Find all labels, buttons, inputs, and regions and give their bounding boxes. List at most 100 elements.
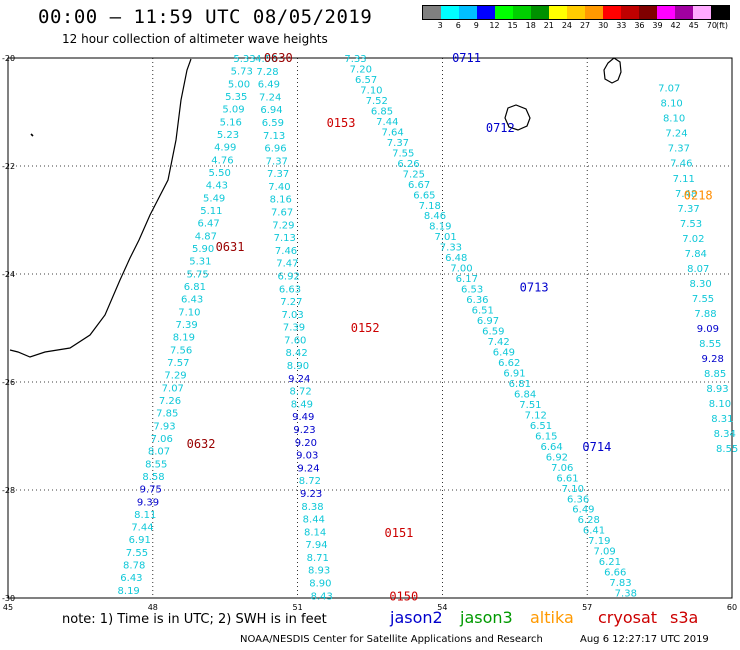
swh-value: 4.76 (211, 155, 233, 166)
swh-value: 6.96 (264, 144, 286, 155)
satellite-jason3: jason3 (460, 608, 513, 627)
scale-label: 21 (543, 21, 554, 30)
scale-label: 12 (489, 21, 500, 30)
scale-swatch (459, 6, 477, 19)
lat-tick-label: -30 (2, 594, 15, 603)
swh-value: 4.87 (195, 231, 217, 242)
altimeter-map: 5.33 5.735.00 5.35 5.095.16 5.23 4.994.76 5.50… (2, 51, 739, 610)
swh-value: 8.14 (304, 527, 326, 538)
scale-swatch (441, 6, 459, 19)
coastline-layer (9, 57, 622, 358)
swh-value: 9.09 (697, 324, 719, 335)
satellite-cryosat: cryosat (598, 608, 658, 627)
swh-value: 7.52 (366, 96, 388, 107)
swh-value: 7.46 (670, 159, 692, 170)
swh-value: 8.30 (689, 279, 711, 290)
swh-value: 8.19 (173, 333, 195, 344)
swh-value: 7.37 (387, 138, 409, 149)
scale-swatch (711, 6, 729, 19)
swh-value: 8.55 (699, 339, 721, 350)
scale-swatch (477, 6, 495, 19)
swh-value: 7.07 (658, 84, 680, 95)
swh-value: 6.81 (184, 282, 206, 293)
swh-value: 6.49 (572, 505, 594, 516)
pass-time-label: 0630 (264, 51, 293, 65)
swh-value: 7.88 (694, 309, 716, 320)
swh-value: 7.46 (275, 246, 297, 257)
pass-time-label: 0631 (216, 240, 245, 254)
scale-label: 70 (706, 21, 717, 30)
swh-value: 7.24 (259, 92, 281, 103)
scale-swatch (603, 6, 621, 19)
swh-value: 8.07 (148, 447, 170, 458)
lon-tick-label: 45 (3, 603, 13, 610)
swh-value: 6.36 (567, 494, 589, 505)
swh-value: 7.13 (274, 233, 296, 244)
swh-value: 5.35 (225, 92, 247, 103)
footer-note: note: 1) Time is in UTC; 2) SWH is in fe… (62, 612, 327, 627)
swh-value: 6.49 (493, 348, 515, 359)
swh-value: 7.55 (692, 294, 714, 305)
swh-value: 8.19 (429, 222, 451, 233)
swh-value: 7.19 (588, 536, 610, 547)
swh-value: 7.02 (682, 234, 704, 245)
track-layer: 5.33 5.735.00 5.35 5.095.16 5.23 4.994.76 5.50… (118, 54, 739, 602)
swh-value: 4.43 (206, 181, 228, 192)
swh-value: 8.71 (307, 553, 329, 564)
swh-value: 7.42 (487, 337, 509, 348)
swh-value: 7.26 (159, 396, 181, 407)
swh-value: 6.61 (556, 473, 578, 484)
swh-value: 7.94 (305, 540, 327, 551)
swh-value: 8.72 (289, 387, 311, 398)
swh-value: 7.51 (519, 400, 541, 411)
swh-value: 7.57 (167, 358, 189, 369)
swh-value: 6.36 (466, 295, 488, 306)
pass-time-label: 0712 (486, 121, 515, 135)
swh-value: 7.10 (360, 85, 382, 96)
swh-value: 8.34 (714, 429, 736, 440)
swh-value: 6.59 (262, 118, 284, 129)
swh-value: 7.18 (419, 201, 441, 212)
pass-time-label: 0152 (351, 321, 380, 335)
swh-value: 7.25 (403, 169, 425, 180)
swh-value: 8.42 (285, 348, 307, 359)
graticule (7, 57, 733, 599)
swh-value: 7.12 (525, 410, 547, 421)
swh-value: 7.47 (276, 259, 298, 270)
lat-tick-label: -22 (2, 162, 15, 171)
swh-value: 7.29 (164, 371, 186, 382)
swh-value: 7.11 (673, 174, 695, 185)
swh-value: 9.24 (288, 374, 310, 385)
satellite-s3a: s3a (670, 608, 699, 627)
scale-swatch (693, 6, 711, 19)
swh-value: 7.64 (381, 127, 403, 138)
swh-value: 9.24 (297, 463, 319, 474)
swh-value: 6.91 (503, 368, 525, 379)
swh-value: 5.23 (217, 130, 239, 141)
lat-tick-label: -24 (2, 270, 15, 279)
swh-value: 6.97 (477, 316, 499, 327)
swh-value: 6.41 (583, 526, 605, 537)
swh-value: 5.90 (192, 244, 214, 255)
swh-value: 7.39 (283, 323, 305, 334)
swh-value: 6.15 (535, 431, 557, 442)
lon-tick-label: 57 (582, 603, 592, 610)
swh-value: 5.31 (189, 257, 211, 268)
scale-label: 30 (598, 21, 609, 30)
swh-value: 7.13 (263, 131, 285, 142)
swh-value: 6.47 (198, 219, 220, 230)
swh-value: 5.16 (220, 117, 242, 128)
swh-value: 5.49 (203, 193, 225, 204)
swh-value: 6.66 (604, 568, 626, 579)
swh-value: 6.43 (181, 295, 203, 306)
swh-value: 7.37 (668, 144, 690, 155)
swh-value: 7.85 (156, 409, 178, 420)
swh-value: 6.49 (258, 80, 280, 91)
swh-value: 6.59 (482, 327, 504, 338)
swh-value: 7.56 (170, 345, 192, 356)
lon-tick-label: 54 (437, 603, 447, 610)
swh-value: 5.00 (228, 79, 250, 90)
pass-time-label: 0714 (582, 440, 611, 454)
mauritius-island (603, 57, 622, 84)
swh-value: 7.53 (680, 219, 702, 230)
